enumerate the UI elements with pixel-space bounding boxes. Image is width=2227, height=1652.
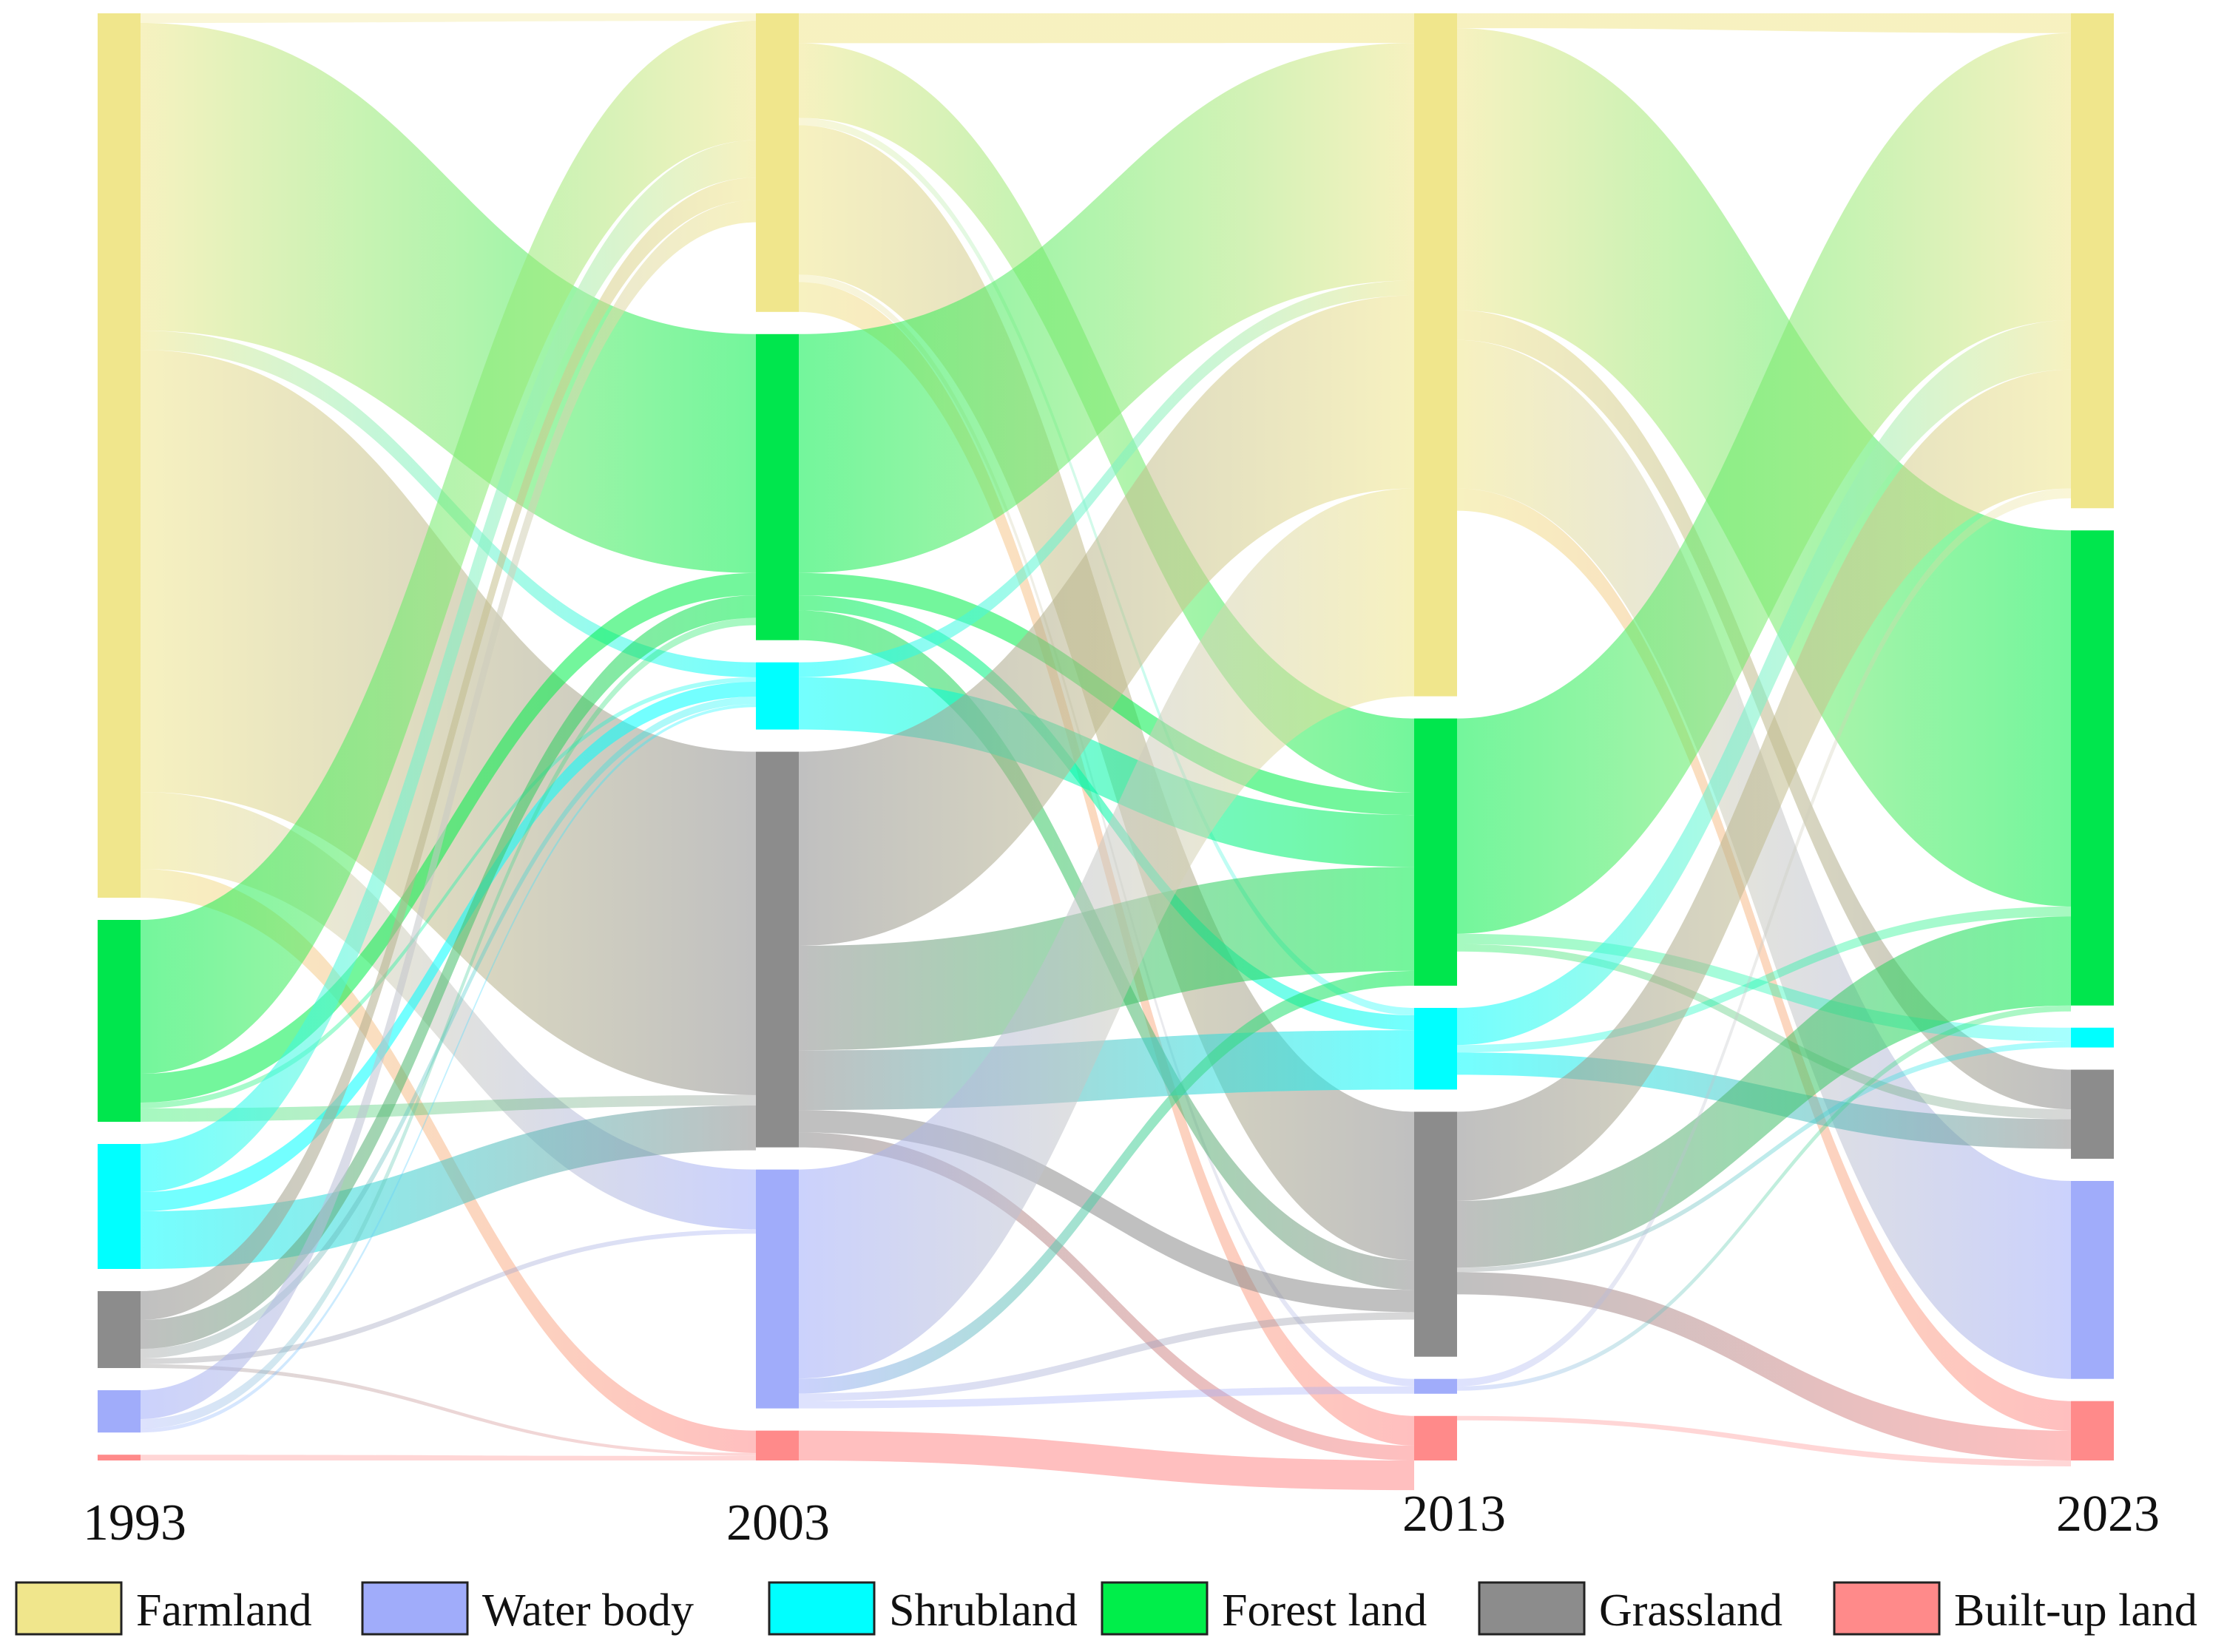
flow-2003-2013-shrub-to-farmland bbox=[799, 280, 1414, 677]
flow-1993-2003-shrub-to-shrub bbox=[141, 681, 756, 1211]
flow-2013-2023-shrub-to-farmland bbox=[1457, 319, 2071, 1046]
node-2023-grass bbox=[2071, 1069, 2114, 1159]
flow-2003-2013-water-to-farmland bbox=[799, 488, 1414, 1379]
flow-2003-2013-built-to-built bbox=[799, 1430, 1414, 1491]
flow-1993-2003-built-to-built bbox=[141, 1455, 756, 1460]
year-labels: 1993 2003 2013 2023 bbox=[83, 1486, 2160, 1551]
flow-1993-2003-grass-to-water bbox=[141, 1229, 756, 1364]
flow-2013-2023-built-to-built bbox=[1457, 1415, 2071, 1467]
node-2003-water bbox=[756, 1169, 799, 1409]
flow-1993-2003-water-to-forest bbox=[141, 617, 756, 1429]
node-1993-water bbox=[98, 1390, 141, 1433]
flow-1993-2003-forest-to-shrub bbox=[141, 677, 756, 1108]
flow-1993-2003-shrub-to-grass bbox=[141, 1106, 756, 1269]
legend-swatch-water bbox=[361, 1581, 469, 1636]
flow-2003-2013-grass-to-grass bbox=[799, 1110, 1414, 1313]
node-1993-built bbox=[98, 1455, 141, 1460]
flow-2013-2023-grass-to-shrub bbox=[1457, 1041, 2071, 1273]
flow-2013-2023-forest-to-farmland bbox=[1457, 33, 2071, 934]
flow-2013-2023-water-to-farmland bbox=[1457, 488, 2071, 1387]
node-2023-built bbox=[2071, 1401, 2114, 1460]
node-2013-forest bbox=[1414, 718, 1457, 986]
legend-label-forest: Forest land bbox=[1222, 1585, 1427, 1636]
flow-2013-2023-forest-to-shrub bbox=[1457, 933, 2071, 1042]
legend-label-grass: Grassland bbox=[1599, 1585, 1782, 1636]
flow-2013-2023-farmland-to-built bbox=[1457, 488, 2071, 1431]
flow-2003-2013-forest-to-shrub bbox=[799, 595, 1414, 1031]
flow-1993-2003-forest-to-forest bbox=[141, 572, 756, 1103]
year-label-1993: 1993 bbox=[83, 1494, 186, 1551]
flow-2003-2013-water-to-forest bbox=[799, 970, 1414, 1394]
flow-1993-2003-grass-to-farmland bbox=[141, 177, 756, 1321]
legend-label-farmland: Farmland bbox=[136, 1585, 312, 1636]
node-2013-grass bbox=[1414, 1111, 1457, 1357]
year-label-2023: 2023 bbox=[2056, 1486, 2160, 1543]
legend-swatch-forest bbox=[1101, 1581, 1209, 1636]
flow-1993-2003-farmland-to-farmland bbox=[141, 13, 756, 23]
legend-swatch-shrub bbox=[768, 1581, 876, 1636]
flow-2003-2013-grass-to-built bbox=[799, 1132, 1414, 1460]
node-1993-grass bbox=[98, 1291, 141, 1368]
node-2023-shrub bbox=[2071, 1027, 2114, 1048]
node-2003-grass bbox=[756, 751, 799, 1148]
flow-2013-2023-farmland-to-farmland bbox=[1457, 13, 2071, 33]
node-2023-water bbox=[2071, 1180, 2114, 1379]
node-2003-farmland bbox=[756, 13, 799, 312]
flow-1993-2003-grass-to-shrub bbox=[141, 697, 756, 1358]
node-1993-farmland bbox=[98, 13, 141, 898]
flow-1993-2003-grass-to-forest bbox=[141, 595, 756, 1349]
node-2013-water bbox=[1414, 1378, 1457, 1394]
legend-swatch-farmland bbox=[15, 1581, 123, 1636]
flow-2013-2023-grass-to-forest bbox=[1457, 916, 2071, 1268]
node-layer bbox=[98, 13, 2114, 1460]
node-2013-shrub bbox=[1414, 1007, 1457, 1090]
legend-label-shrub: Shrubland bbox=[889, 1585, 1078, 1636]
flow-2013-2023-farmland-to-grass bbox=[1457, 310, 2071, 1110]
node-2023-forest bbox=[2071, 530, 2114, 1006]
legend-label-water: Water body bbox=[482, 1585, 694, 1636]
flow-2013-2023-grass-to-built bbox=[1457, 1272, 2071, 1460]
flow-2013-2023-forest-to-grass bbox=[1457, 944, 2071, 1120]
node-2003-shrub bbox=[756, 662, 799, 730]
year-label-2013: 2013 bbox=[1402, 1486, 1506, 1543]
flow-2013-2023-shrub-to-forest bbox=[1457, 906, 2071, 1053]
legend-swatch-grass bbox=[1478, 1581, 1586, 1636]
node-1993-shrub bbox=[98, 1144, 141, 1269]
flow-2003-2013-water-to-grass bbox=[799, 1312, 1414, 1401]
node-2003-built bbox=[756, 1430, 799, 1460]
flow-2003-2013-farmland-to-farmland bbox=[799, 13, 1414, 44]
flow-1993-2003-water-to-farmland bbox=[141, 200, 756, 1420]
node-1993-forest bbox=[98, 920, 141, 1122]
legend: Farmland Water body Shrubland Forest land Gr… bbox=[15, 1581, 2197, 1636]
flow-1993-2003-forest-to-grass bbox=[141, 1094, 756, 1122]
node-2013-built bbox=[1414, 1415, 1457, 1460]
flow-2003-2013-grass-to-shrub bbox=[799, 1030, 1414, 1111]
flow-2013-2023-grass-to-farmland bbox=[1457, 369, 2071, 1201]
node-2003-forest bbox=[756, 334, 799, 640]
flow-1993-2003-shrub-to-farmland bbox=[141, 140, 756, 1193]
node-2013-farmland bbox=[1414, 13, 1457, 697]
legend-label-built: Built-up land bbox=[1954, 1585, 2197, 1636]
flow-2003-2013-grass-to-farmland bbox=[799, 295, 1414, 947]
legend-swatch-built bbox=[1833, 1581, 1941, 1636]
flow-2013-2023-water-to-forest bbox=[1457, 1005, 2071, 1391]
flow-2003-2013-water-to-water bbox=[799, 1386, 1414, 1409]
node-2023-farmland bbox=[2071, 13, 2114, 509]
flow-2003-2013-forest-to-farmland bbox=[799, 43, 1414, 573]
flow-1993-2003-farmland-to-forest bbox=[141, 23, 756, 573]
flow-1993-2003-grass-to-built bbox=[141, 1364, 756, 1456]
flow-1993-2003-farmland-to-grass bbox=[141, 350, 756, 1095]
flow-1993-2003-forest-to-farmland bbox=[141, 21, 756, 1074]
flow-1993-2003-water-to-shrub bbox=[141, 704, 756, 1433]
flow-layer bbox=[141, 13, 2071, 1491]
year-label-2003: 2003 bbox=[726, 1494, 830, 1551]
